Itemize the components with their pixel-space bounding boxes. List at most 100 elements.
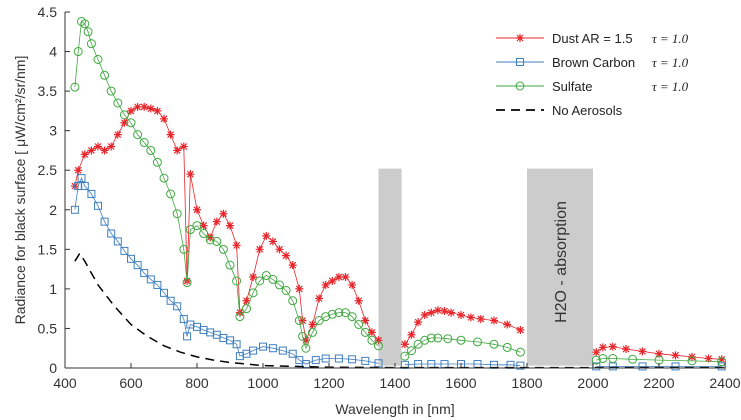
data-point xyxy=(334,308,344,318)
data-point xyxy=(515,347,525,357)
data-point xyxy=(348,280,357,289)
data-point xyxy=(427,308,436,317)
data-point xyxy=(282,251,291,260)
legend-label: Dust AR = 1.5 xyxy=(552,31,633,46)
legend-swatch-marker xyxy=(516,58,524,66)
data-point xyxy=(106,86,116,96)
x-tick-label: 1400 xyxy=(379,375,410,391)
data-point xyxy=(192,221,202,231)
y-tick-label: 2.5 xyxy=(38,162,58,178)
data-point xyxy=(314,316,324,326)
data-point xyxy=(262,231,271,240)
data-point xyxy=(374,336,383,345)
data-point xyxy=(199,221,208,230)
data-point xyxy=(166,130,175,139)
y-tick-label: 3 xyxy=(49,123,57,139)
data-point xyxy=(622,345,630,354)
data-point xyxy=(347,312,357,322)
data-point xyxy=(308,320,317,329)
data-point xyxy=(295,284,304,293)
data-point xyxy=(93,54,103,64)
data-point xyxy=(166,296,175,305)
data-point xyxy=(308,327,317,337)
y-tick-label: 2 xyxy=(49,202,57,218)
data-point xyxy=(185,225,195,235)
series-brown-carbon xyxy=(70,174,726,371)
data-point xyxy=(360,327,370,337)
y-tick-label: 0 xyxy=(49,360,57,376)
x-tick-label: 1800 xyxy=(511,375,542,391)
data-point xyxy=(119,110,129,120)
data-point xyxy=(73,47,83,57)
data-point xyxy=(503,320,512,329)
data-point xyxy=(288,261,297,270)
data-point xyxy=(443,334,453,344)
legend-label: Brown Carbon xyxy=(552,55,635,70)
data-point xyxy=(301,343,311,353)
data-point xyxy=(354,296,363,305)
y-tick-label: 3.5 xyxy=(38,83,58,99)
data-point xyxy=(608,354,618,364)
data-point xyxy=(94,142,102,151)
data-point xyxy=(671,362,680,371)
y-tick-label: 4 xyxy=(49,44,57,60)
legend-swatch-marker xyxy=(515,81,525,91)
legend-label: Sulfate xyxy=(552,79,592,94)
data-point xyxy=(77,174,86,183)
data-point xyxy=(113,237,122,246)
x-tick-label: 2000 xyxy=(577,375,608,391)
data-point xyxy=(83,27,93,37)
data-point xyxy=(278,346,287,355)
data-point xyxy=(456,335,466,345)
data-point xyxy=(400,340,409,349)
data-point xyxy=(172,209,182,219)
data-point xyxy=(146,275,155,284)
data-point xyxy=(127,106,135,115)
data-point xyxy=(687,356,697,366)
data-point xyxy=(591,355,601,365)
data-point xyxy=(334,354,343,363)
data-point xyxy=(160,114,168,123)
data-point xyxy=(127,254,135,263)
legend: Dust AR = 1.5 τ = 1.0 Brown Carbon τ = 1.0 S… xyxy=(496,31,689,118)
data-point xyxy=(80,19,90,29)
data-point xyxy=(133,102,142,111)
data-point xyxy=(242,304,251,314)
data-point xyxy=(173,146,182,155)
data-point xyxy=(367,328,376,337)
data-point xyxy=(87,189,96,198)
series-sulfate xyxy=(70,16,727,367)
data-point xyxy=(490,316,498,325)
data-point xyxy=(146,145,156,155)
data-point xyxy=(225,260,235,270)
x-axis-title: Wavelength in [nm] xyxy=(335,401,454,417)
data-point xyxy=(321,280,330,289)
data-point xyxy=(107,142,116,151)
x-ticks: 400 600 800 1000 1200 1400 1600 1800 2000 2200 240… xyxy=(53,363,741,391)
data-point xyxy=(113,130,122,139)
y-tick-label: 1 xyxy=(49,281,57,297)
data-point xyxy=(704,354,713,363)
data-point xyxy=(259,342,267,351)
y-ticks: 0 0.5 1 1.5 2 2.5 3 3.5 4 4.5 xyxy=(38,4,70,376)
data-point xyxy=(212,217,221,226)
data-point xyxy=(288,296,298,306)
data-point xyxy=(489,339,499,349)
y-tick-label: 0.5 xyxy=(38,320,58,336)
data-point xyxy=(717,357,727,367)
data-point xyxy=(218,244,228,254)
data-point xyxy=(420,335,430,345)
data-point xyxy=(153,280,162,289)
data-point xyxy=(179,244,189,254)
data-point xyxy=(126,118,136,128)
data-point xyxy=(341,273,350,282)
data-point xyxy=(717,355,726,364)
data-point xyxy=(206,233,215,242)
data-point xyxy=(433,306,442,315)
data-point xyxy=(86,39,96,49)
data-point xyxy=(232,276,242,286)
absorption-band xyxy=(378,168,402,366)
data-point xyxy=(249,346,258,355)
data-point xyxy=(100,70,110,80)
